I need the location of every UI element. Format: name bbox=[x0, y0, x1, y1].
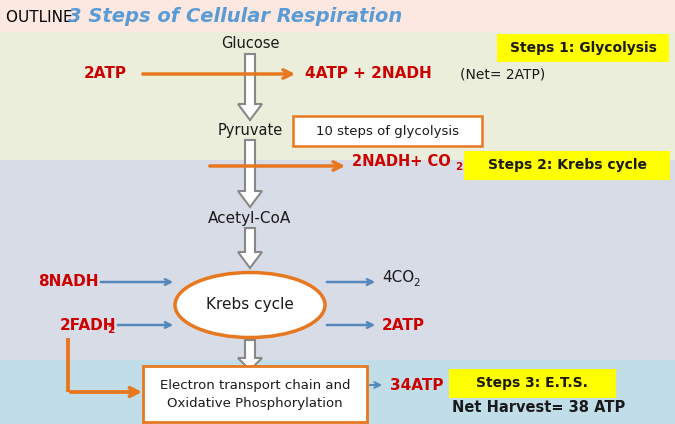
Text: Acetyl-CoA: Acetyl-CoA bbox=[209, 210, 292, 226]
FancyBboxPatch shape bbox=[464, 151, 670, 180]
Polygon shape bbox=[238, 228, 262, 268]
Text: Pyruvate: Pyruvate bbox=[217, 123, 283, 137]
FancyBboxPatch shape bbox=[293, 116, 482, 146]
Text: OUTLINE:: OUTLINE: bbox=[6, 11, 82, 25]
Text: 2FADH: 2FADH bbox=[60, 318, 117, 332]
Text: 2: 2 bbox=[455, 162, 462, 172]
Text: 2: 2 bbox=[413, 278, 420, 288]
Text: 2ATP: 2ATP bbox=[84, 67, 126, 81]
Text: Steps 1: Glycolysis: Steps 1: Glycolysis bbox=[510, 41, 656, 55]
Text: Steps 2: Krebs cycle: Steps 2: Krebs cycle bbox=[487, 158, 647, 172]
Text: 2: 2 bbox=[107, 325, 114, 335]
Bar bbox=[0, 32, 675, 160]
Text: 4CO: 4CO bbox=[382, 271, 414, 285]
Polygon shape bbox=[238, 140, 262, 207]
Text: 34ATP: 34ATP bbox=[390, 377, 443, 393]
Bar bbox=[0, 160, 675, 360]
FancyBboxPatch shape bbox=[449, 369, 616, 398]
Ellipse shape bbox=[175, 273, 325, 338]
Text: 2NADH+ CO: 2NADH+ CO bbox=[352, 154, 451, 170]
Text: 3 Steps of Cellular Respiration: 3 Steps of Cellular Respiration bbox=[68, 8, 402, 26]
Text: 8NADH: 8NADH bbox=[38, 274, 99, 290]
Bar bbox=[0, 0, 675, 32]
Text: Glucose: Glucose bbox=[221, 36, 279, 51]
Bar bbox=[0, 360, 675, 424]
Text: 2ATP: 2ATP bbox=[382, 318, 425, 332]
Text: Net Harvest= 38 ATP: Net Harvest= 38 ATP bbox=[452, 401, 625, 416]
Text: Oxidative Phosphorylation: Oxidative Phosphorylation bbox=[167, 396, 343, 410]
Text: Krebs cycle: Krebs cycle bbox=[206, 298, 294, 312]
FancyBboxPatch shape bbox=[143, 366, 367, 422]
FancyBboxPatch shape bbox=[497, 34, 669, 62]
Text: 10 steps of glycolysis: 10 steps of glycolysis bbox=[315, 125, 458, 137]
Text: Electron transport chain and: Electron transport chain and bbox=[160, 379, 350, 391]
Text: Steps 3: E.T.S.: Steps 3: E.T.S. bbox=[476, 376, 588, 390]
Polygon shape bbox=[238, 54, 262, 120]
Text: 4ATP + 2NADH: 4ATP + 2NADH bbox=[305, 67, 432, 81]
Text: (Net= 2ATP): (Net= 2ATP) bbox=[460, 67, 545, 81]
Polygon shape bbox=[238, 340, 262, 370]
